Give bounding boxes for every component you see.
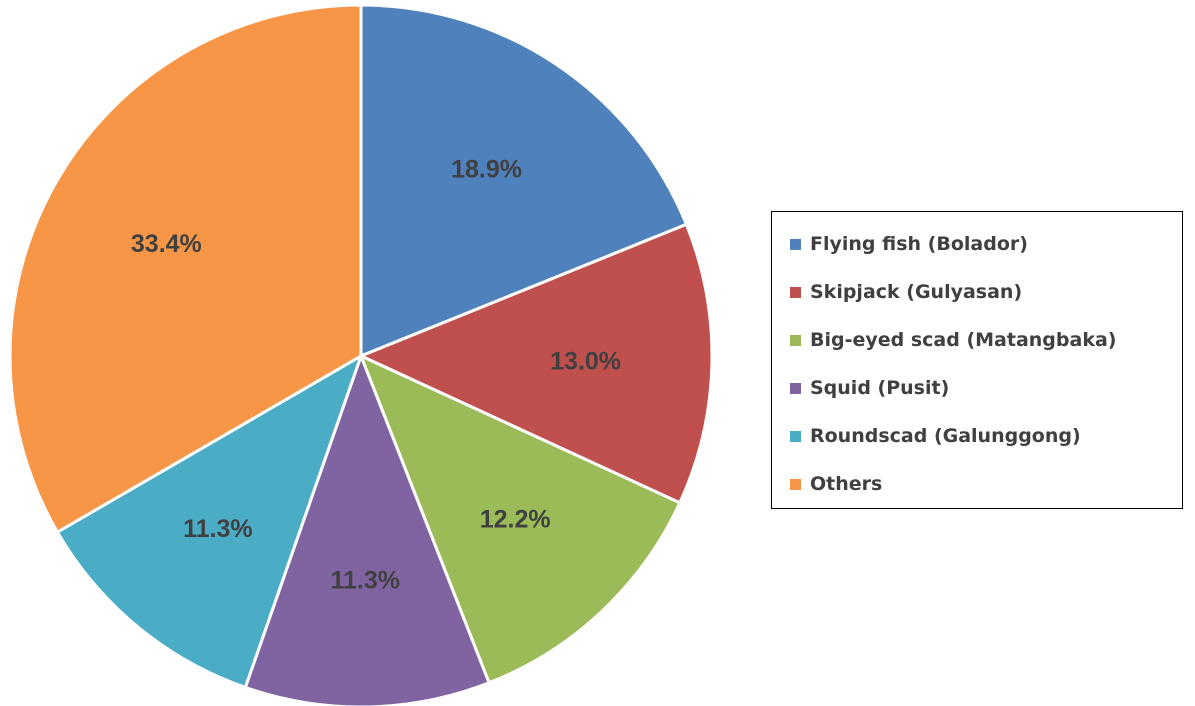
legend-swatch bbox=[790, 382, 801, 394]
chart-legend: Flying fish (Bolador) Skipjack (Gulyasan… bbox=[771, 211, 1183, 509]
pie-slices bbox=[8, 3, 714, 706]
data-label-skipjack: 13.0% bbox=[550, 347, 621, 375]
pie-slice-flying-fish bbox=[359, 3, 689, 359]
pie-slice-others bbox=[8, 3, 363, 535]
legend-label: Roundscad (Galunggong) bbox=[810, 425, 1081, 447]
legend-swatch bbox=[790, 238, 801, 250]
legend-item-skipjack: Skipjack (Gulyasan) bbox=[790, 268, 1182, 316]
pie-slice-squid bbox=[243, 351, 492, 706]
pie-slice-big-eyed-scad bbox=[358, 353, 682, 685]
data-label-big-eyed-scad: 12.2% bbox=[480, 505, 551, 533]
legend-swatch bbox=[790, 430, 801, 442]
pie-slice-skipjack bbox=[357, 222, 714, 505]
legend-item-others: Others bbox=[790, 460, 1182, 508]
legend-label: Flying fish (Bolador) bbox=[810, 233, 1028, 255]
legend-label: Squid (Pusit) bbox=[810, 377, 950, 399]
legend-item-flying-fish: Flying fish (Bolador) bbox=[790, 220, 1182, 268]
legend-item-big-eyed-scad: Big-eyed scad (Matangbaka) bbox=[790, 316, 1182, 364]
pie-slice-roundscad bbox=[55, 352, 364, 690]
legend-item-roundscad: Roundscad (Galunggong) bbox=[790, 412, 1182, 460]
legend-label: Big-eyed scad (Matangbaka) bbox=[810, 329, 1117, 351]
data-label-squid: 11.3% bbox=[330, 567, 400, 595]
legend-swatch bbox=[790, 478, 801, 490]
legend-item-squid: Squid (Pusit) bbox=[790, 364, 1182, 412]
legend-swatch bbox=[790, 334, 801, 346]
data-label-flying-fish: 18.9% bbox=[451, 156, 522, 184]
data-label-roundscad: 11.3% bbox=[183, 515, 253, 543]
pie-data-labels: 18.9% 13.0% 12.2% 11.3% 11.3% 33.4% bbox=[131, 156, 621, 595]
data-label-others: 33.4% bbox=[131, 230, 202, 258]
legend-label: Others bbox=[810, 473, 883, 495]
legend-label: Skipjack (Gulyasan) bbox=[810, 281, 1023, 303]
legend-swatch bbox=[790, 286, 801, 298]
